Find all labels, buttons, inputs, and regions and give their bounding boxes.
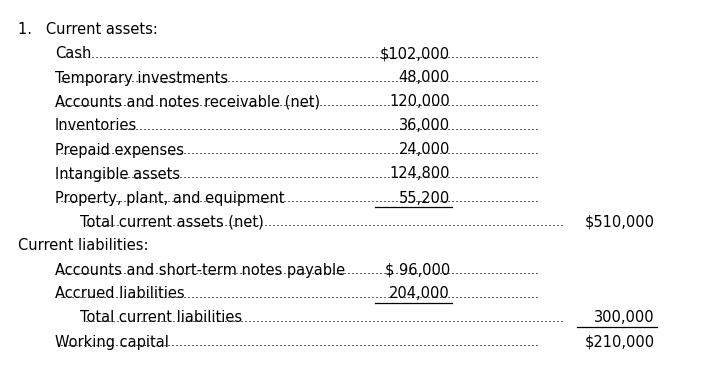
Text: ................................................................................: ........................................… (60, 71, 540, 84)
Text: Total current assets (net): Total current assets (net) (80, 215, 264, 230)
Text: ................................................................................: ........................................… (60, 144, 540, 157)
Text: Accounts and short-term notes payable: Accounts and short-term notes payable (55, 262, 345, 277)
Text: Cash: Cash (55, 47, 92, 62)
Text: 24,000: 24,000 (398, 142, 450, 157)
Text: 36,000: 36,000 (399, 118, 450, 133)
Text: ................................................................................: ........................................… (60, 96, 540, 108)
Text: $510,000: $510,000 (585, 215, 655, 230)
Text: Working capital: Working capital (55, 335, 169, 350)
Text: Intangible assets: Intangible assets (55, 167, 180, 181)
Text: ................................................................................: ........................................… (85, 215, 565, 228)
Text: 124,800: 124,800 (389, 167, 450, 181)
Text: 120,000: 120,000 (389, 94, 450, 110)
Text: $ 96,000: $ 96,000 (385, 262, 450, 277)
Text: ................................................................................: ........................................… (60, 191, 540, 204)
Text: ................................................................................: ........................................… (60, 167, 540, 181)
Text: 1.   Current assets:: 1. Current assets: (18, 23, 158, 37)
Text: 300,000: 300,000 (594, 311, 655, 325)
Text: Total current liabilities: Total current liabilities (80, 311, 242, 325)
Text: ................................................................................: ........................................… (60, 335, 540, 348)
Text: Property, plant, and equipment: Property, plant, and equipment (55, 191, 284, 206)
Text: ................................................................................: ........................................… (60, 264, 540, 277)
Text: 204,000: 204,000 (389, 286, 450, 301)
Text: $210,000: $210,000 (585, 335, 655, 350)
Text: Accrued liabilities: Accrued liabilities (55, 286, 184, 301)
Text: ................................................................................: ........................................… (60, 288, 540, 301)
Text: Current liabilities:: Current liabilities: (18, 238, 149, 254)
Text: Prepaid expenses: Prepaid expenses (55, 142, 184, 157)
Text: 48,000: 48,000 (398, 71, 450, 86)
Text: Accounts and notes receivable (net): Accounts and notes receivable (net) (55, 94, 320, 110)
Text: Temporary investments: Temporary investments (55, 71, 228, 86)
Text: 55,200: 55,200 (398, 191, 450, 206)
Text: Inventories: Inventories (55, 118, 137, 133)
Text: ................................................................................: ........................................… (85, 311, 565, 324)
Text: $102,000: $102,000 (380, 47, 450, 62)
Text: ................................................................................: ........................................… (60, 120, 540, 133)
Text: ................................................................................: ........................................… (60, 47, 540, 60)
